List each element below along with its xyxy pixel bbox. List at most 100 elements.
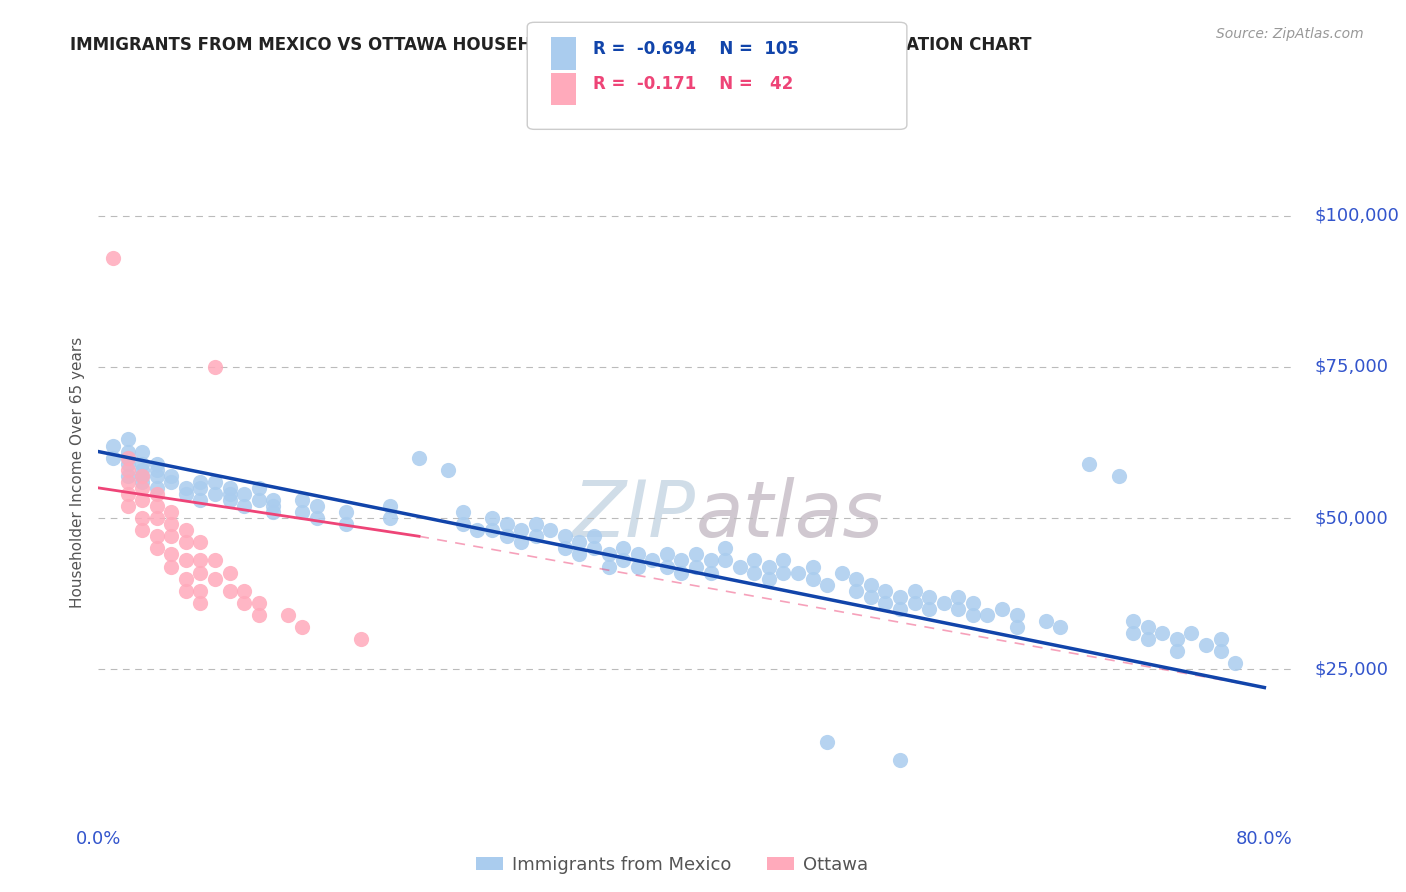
Point: [655, 559, 678, 574]
Text: Source: ZipAtlas.com: Source: ZipAtlas.com: [1216, 27, 1364, 41]
Point: [262, 505, 284, 519]
Point: [378, 499, 401, 513]
Point: [467, 523, 489, 537]
Point: [378, 511, 401, 525]
Text: atlas: atlas: [696, 476, 884, 552]
Text: $25,000: $25,000: [1315, 660, 1389, 679]
Point: [131, 481, 153, 495]
Point: [218, 487, 240, 501]
Point: [671, 566, 693, 580]
Point: [145, 468, 167, 483]
Point: [117, 475, 139, 489]
Point: [233, 596, 256, 610]
Point: [190, 493, 212, 508]
Point: [160, 468, 183, 483]
Point: [117, 468, 139, 483]
Point: [1152, 626, 1174, 640]
Point: [190, 583, 212, 598]
Text: R =  -0.694    N =  105: R = -0.694 N = 105: [593, 39, 799, 57]
Point: [1122, 614, 1144, 628]
Point: [145, 487, 167, 501]
Point: [859, 577, 882, 591]
Point: [948, 602, 970, 616]
Point: [174, 481, 197, 495]
Point: [305, 511, 328, 525]
Point: [145, 541, 167, 556]
Point: [174, 583, 197, 598]
Point: [451, 517, 474, 532]
Point: [627, 548, 650, 562]
Point: [845, 572, 868, 586]
Point: [524, 517, 547, 532]
Point: [875, 596, 897, 610]
Y-axis label: Householder Income Over 65 years: Householder Income Over 65 years: [69, 337, 84, 608]
Point: [903, 596, 925, 610]
Point: [1005, 620, 1028, 634]
Point: [962, 596, 984, 610]
Point: [117, 457, 139, 471]
Point: [671, 553, 693, 567]
Point: [758, 572, 780, 586]
Point: [204, 359, 226, 374]
Point: [714, 553, 737, 567]
Point: [641, 553, 664, 567]
Point: [831, 566, 853, 580]
Point: [1195, 638, 1218, 652]
Point: [845, 583, 868, 598]
Point: [218, 566, 240, 580]
Point: [190, 535, 212, 549]
Point: [554, 529, 576, 543]
Point: [1049, 620, 1071, 634]
Point: [291, 493, 314, 508]
Point: [145, 529, 167, 543]
Point: [335, 517, 357, 532]
Point: [976, 607, 998, 622]
Point: [160, 475, 183, 489]
Point: [131, 493, 153, 508]
Point: [190, 475, 212, 489]
Point: [131, 468, 153, 483]
Point: [145, 499, 167, 513]
Point: [699, 553, 721, 567]
Point: [262, 493, 284, 508]
Point: [160, 559, 183, 574]
Point: [117, 450, 139, 465]
Point: [1180, 626, 1202, 640]
Point: [612, 541, 634, 556]
Point: [655, 548, 678, 562]
Point: [204, 475, 226, 489]
Point: [801, 572, 824, 586]
Point: [742, 566, 765, 580]
Point: [1122, 626, 1144, 640]
Point: [174, 535, 197, 549]
Point: [218, 481, 240, 495]
Point: [131, 511, 153, 525]
Point: [335, 505, 357, 519]
Point: [1166, 644, 1188, 658]
Point: [291, 620, 314, 634]
Point: [131, 463, 153, 477]
Point: [117, 487, 139, 501]
Point: [685, 548, 707, 562]
Point: [437, 463, 460, 477]
Point: [131, 523, 153, 537]
Point: [233, 487, 256, 501]
Point: [758, 559, 780, 574]
Point: [1225, 657, 1247, 671]
Point: [889, 590, 911, 604]
Point: [685, 559, 707, 574]
Point: [305, 499, 328, 513]
Point: [160, 517, 183, 532]
Point: [554, 541, 576, 556]
Point: [160, 505, 183, 519]
Point: [538, 523, 561, 537]
Point: [742, 553, 765, 567]
Point: [918, 590, 941, 604]
Point: [247, 493, 270, 508]
Point: [524, 529, 547, 543]
Point: [801, 559, 824, 574]
Point: [815, 577, 838, 591]
Point: [160, 529, 183, 543]
Point: [117, 450, 139, 465]
Point: [204, 572, 226, 586]
